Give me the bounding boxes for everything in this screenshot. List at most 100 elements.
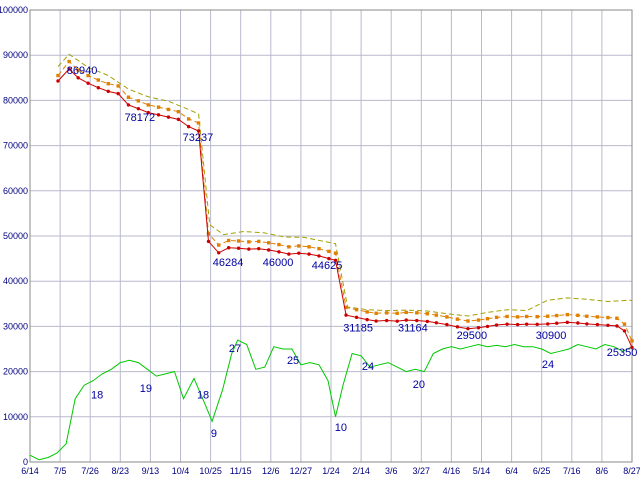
avg-price-line-marker	[247, 240, 251, 244]
low-price-line-marker	[384, 318, 389, 323]
x-tick-label: 7/26	[81, 466, 99, 476]
low-price-line-marker	[476, 326, 481, 330]
plot-border	[29, 9, 633, 463]
y-tick-label: 80000	[3, 95, 28, 105]
avg-price-line-marker	[126, 95, 131, 99]
value-annotation: 44625	[312, 260, 343, 272]
y-tick-label: 40000	[3, 276, 28, 286]
low-price-line-marker	[415, 318, 419, 323]
low-price-line-marker	[236, 246, 241, 250]
low-price-line-marker	[106, 89, 110, 94]
low-price-line-marker	[630, 345, 634, 350]
low-price-line-marker	[186, 124, 191, 129]
avg-price-line-marker	[196, 121, 201, 125]
avg-price-line-marker	[56, 73, 60, 78]
avg-price-line-marker	[455, 317, 460, 321]
x-tick-label: 6/25	[533, 466, 551, 476]
avg-price-line-marker	[494, 315, 499, 320]
low-price-line-marker	[307, 252, 311, 256]
avg-price-line-marker	[622, 322, 627, 326]
x-tick-label: 11/15	[230, 466, 252, 476]
avg-price-line-marker	[317, 246, 321, 251]
x-tick-label: 4/16	[443, 466, 461, 476]
avg-price-line-marker	[466, 319, 470, 323]
x-tick-label: 9/13	[142, 466, 160, 476]
avg-price-line-marker	[327, 249, 331, 254]
low-price-line-marker	[196, 129, 201, 133]
low-price-line-marker	[466, 326, 470, 331]
avg-price-line-marker	[266, 241, 271, 245]
avg-price-line-marker	[76, 68, 80, 72]
avg-price-line-marker	[595, 315, 600, 319]
value-annotation: 9	[211, 428, 217, 440]
avg-price-line-marker	[606, 315, 610, 320]
low-price-line-marker	[67, 67, 71, 71]
low-price-line-marker	[606, 323, 610, 327]
value-annotation: 46284	[213, 257, 244, 269]
x-tick-label: 10/25	[199, 466, 222, 476]
low-price-line-marker	[535, 322, 539, 327]
avg-price-line-marker	[585, 314, 589, 318]
value-annotation: 25	[287, 355, 299, 367]
avg-price-line-marker	[535, 314, 539, 319]
avg-price-line-marker	[166, 107, 171, 112]
value-annotation: 24	[362, 361, 374, 373]
low-price-line-marker	[494, 323, 499, 327]
low-price-line-marker	[86, 81, 90, 85]
avg-price-line-marker	[415, 311, 419, 315]
avg-price-line-marker	[67, 59, 71, 64]
low-price-line-marker	[266, 248, 271, 252]
x-tick-label: 12/6	[262, 466, 280, 476]
avg-price-line-marker	[445, 315, 449, 319]
low-price-line	[57, 68, 633, 348]
low-price-line-marker	[615, 324, 619, 328]
low-price-line-marker	[247, 247, 251, 251]
x-tick-label: 7/16	[563, 466, 581, 476]
x-tick-label: 6/14	[21, 466, 39, 476]
avg-price-line-marker	[206, 232, 211, 236]
low-price-line-marker	[555, 321, 559, 325]
avg-price-line-marker	[524, 314, 529, 319]
low-price-line-marker	[146, 110, 150, 115]
value-annotation: 46000	[263, 257, 294, 269]
avg-price-line-marker	[226, 238, 231, 243]
avg-price-line-marker	[217, 243, 221, 247]
value-annotation: 25350	[607, 347, 638, 359]
avg-price-line-marker	[576, 313, 580, 318]
y-tick-label: 30000	[3, 321, 28, 331]
value-annotation: 19	[140, 383, 152, 395]
x-tick-label: 3/6	[385, 466, 398, 476]
low-price-line-marker	[287, 252, 291, 256]
avg-price-line-marker	[354, 307, 359, 312]
low-price-line-marker	[354, 315, 359, 320]
low-price-line-marker	[455, 325, 460, 329]
y-tick-label: 90000	[3, 50, 28, 60]
x-tick-label: 8/6	[596, 466, 609, 476]
low-price-line-marker	[622, 329, 627, 333]
low-price-line-marker	[585, 322, 589, 326]
avg-price-line-marker	[546, 314, 550, 318]
value-annotation: 24	[542, 359, 554, 371]
avg-price-line-marker	[565, 312, 569, 317]
low-price-line-marker	[136, 106, 141, 111]
low-price-line-marker	[257, 246, 261, 251]
avg-price-line-marker	[86, 73, 90, 78]
avg-price-line-marker	[374, 311, 378, 315]
low-price-line-marker	[434, 321, 439, 325]
x-tick-label: 7/5	[54, 466, 67, 476]
low-price-line-marker	[116, 91, 120, 96]
avg-price-line-marker	[106, 81, 110, 86]
y-tick-label: 60000	[3, 186, 28, 196]
avg-price-line-marker	[615, 316, 619, 320]
avg-price-line	[57, 60, 633, 342]
avg-price-line-marker	[344, 305, 348, 310]
avg-price-line-marker	[404, 310, 408, 315]
avg-price-line-marker	[257, 239, 261, 244]
avg-price-line-marker	[384, 311, 389, 315]
value-annotation: 73237	[183, 132, 214, 144]
low-price-line-marker	[297, 251, 301, 255]
avg-price-line-marker	[630, 339, 634, 343]
value-annotation: 29500	[457, 330, 488, 342]
